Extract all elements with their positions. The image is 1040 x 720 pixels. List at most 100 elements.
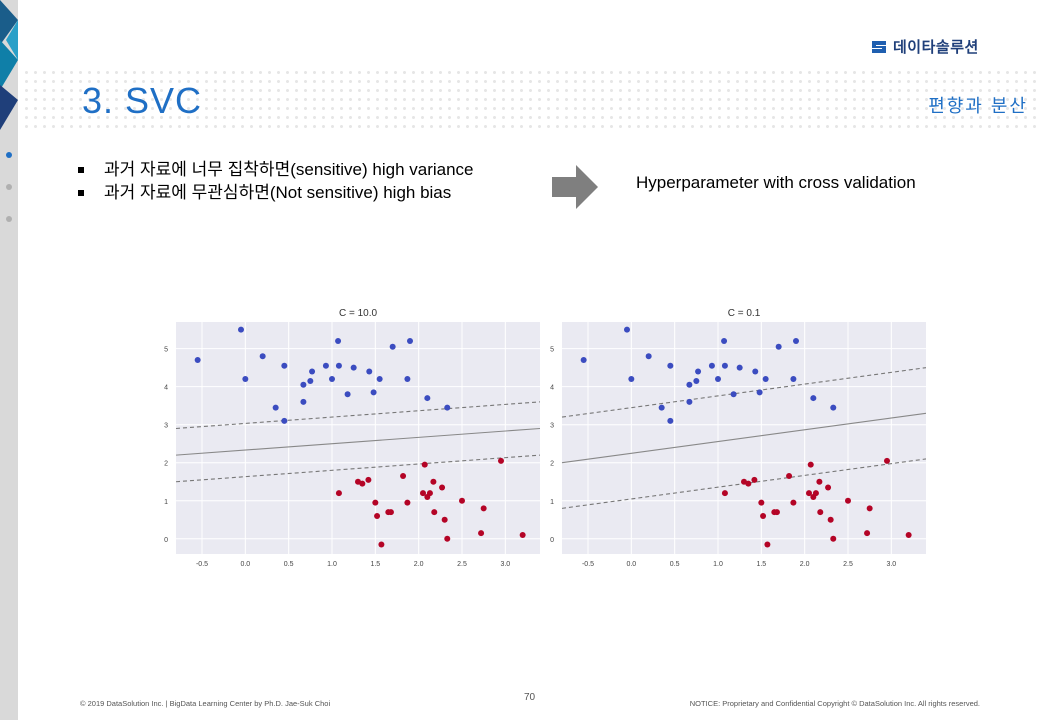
red-data-point <box>806 490 812 497</box>
red-data-point <box>421 461 428 468</box>
bullet-item: 과거 자료에 무관심하면(Not sensitive) high bias <box>78 181 474 204</box>
x-tick-label: 0.0 <box>626 561 636 568</box>
x-tick-label: 1.5 <box>370 561 380 568</box>
nav-dot-active[interactable] <box>6 152 12 158</box>
blue-data-point <box>830 404 837 411</box>
x-tick-label: 0.0 <box>240 561 250 568</box>
red-data-point <box>786 473 793 480</box>
red-data-point <box>478 530 485 537</box>
red-data-point <box>745 480 752 487</box>
blue-data-point <box>404 376 411 383</box>
decorative-triangle-pattern <box>0 0 18 130</box>
chart-title: C = 0.1 <box>728 308 761 319</box>
blue-data-point <box>628 376 635 383</box>
blue-data-point <box>407 338 413 345</box>
square-bullet-icon <box>78 189 84 196</box>
red-data-point <box>866 505 873 512</box>
red-data-point <box>404 499 411 506</box>
bullet-text: 과거 자료에 무관심하면(Not sensitive) high bias <box>104 183 452 202</box>
blue-data-point <box>242 376 249 383</box>
blue-data-point <box>580 357 587 364</box>
y-tick-label: 5 <box>164 347 168 354</box>
red-data-point <box>441 516 448 523</box>
red-data-point <box>773 509 780 516</box>
blue-data-point <box>300 398 307 405</box>
red-data-point <box>764 541 771 548</box>
bullet-text: 과거 자료에 너무 집착하면(sensitive) high variance <box>104 160 474 179</box>
blue-data-point <box>370 389 377 396</box>
x-tick-label: 2.5 <box>457 561 467 568</box>
blue-data-point <box>309 368 316 375</box>
x-tick-label: -0.5 <box>582 561 594 568</box>
section-subtitle: 편향과 분산 <box>928 96 1028 116</box>
company-logo: 데이타솔루션 <box>870 36 979 57</box>
red-data-point <box>816 478 823 485</box>
blue-data-point <box>376 376 383 383</box>
red-data-point <box>519 531 526 538</box>
blue-data-point <box>281 362 288 369</box>
chart-title: C = 10.0 <box>339 308 378 319</box>
blue-data-point <box>752 368 759 375</box>
x-tick-label: 3.0 <box>886 561 896 568</box>
svc-chart-c01: C = 0.1 -0.5 0.0 0.5 1.0 1.5 2.0 2.5 3.0 0 1 2 3 4 5 <box>550 308 926 568</box>
blue-data-point <box>624 326 630 333</box>
blue-data-point <box>350 364 357 371</box>
blue-data-point <box>658 404 665 411</box>
left-sidebar-strip <box>0 0 18 720</box>
x-tick-label: 2.0 <box>800 561 810 568</box>
blue-data-point <box>329 376 335 383</box>
red-data-point <box>760 512 767 519</box>
decision-boundary-line <box>175 427 540 456</box>
red-data-point <box>884 457 890 464</box>
nav-dot[interactable] <box>6 184 12 190</box>
y-tick-label: 0 <box>164 537 168 544</box>
blue-data-point <box>793 338 799 345</box>
y-tick-label: 5 <box>550 347 554 354</box>
x-tick-label: 0.5 <box>670 561 680 568</box>
blue-data-point <box>686 398 693 405</box>
right-arrow-icon <box>552 165 598 209</box>
y-tick-label: 2 <box>550 461 554 468</box>
blue-data-point <box>645 353 652 360</box>
decision-boundary-line <box>561 412 926 464</box>
red-data-point <box>790 499 797 506</box>
blue-data-point <box>300 381 307 388</box>
red-data-point <box>751 476 758 483</box>
margin-upper-line <box>561 367 926 418</box>
red-data-point <box>400 473 407 480</box>
red-data-point <box>845 497 851 504</box>
blue-data-point <box>424 395 431 402</box>
red-data-point <box>431 509 438 516</box>
blue-data-point <box>259 353 266 360</box>
red-data-point <box>480 505 487 512</box>
blue-data-point <box>686 381 693 388</box>
y-tick-label: 3 <box>550 423 554 430</box>
blue-data-point <box>667 417 674 424</box>
x-tick-label: 0.5 <box>284 561 294 568</box>
margin-upper-line <box>175 401 540 430</box>
blue-data-point <box>790 376 797 383</box>
footer-notice: NOTICE: Proprietary and Confidential Cop… <box>689 699 980 708</box>
blue-data-point <box>708 362 715 369</box>
x-tick-label: 1.5 <box>756 561 766 568</box>
y-tick-label: 3 <box>164 423 168 430</box>
red-data-point <box>439 484 446 491</box>
blue-data-point <box>194 357 201 364</box>
red-data-point <box>378 541 385 548</box>
page-number: 70 <box>524 692 536 703</box>
y-tick-label: 4 <box>550 385 554 392</box>
blue-data-point <box>344 391 351 398</box>
red-data-point <box>420 490 426 497</box>
red-data-point <box>817 509 824 516</box>
x-tick-label: 1.0 <box>327 561 337 568</box>
y-tick-label: 1 <box>164 499 168 506</box>
red-data-point <box>807 461 814 468</box>
logo-text: 데이타솔루션 <box>893 39 979 56</box>
blue-data-point <box>721 362 728 369</box>
blue-data-point <box>762 376 769 383</box>
nav-dot[interactable] <box>6 216 12 222</box>
red-data-point <box>335 490 342 497</box>
blue-data-point <box>272 404 279 411</box>
red-data-point <box>830 535 837 542</box>
blue-data-point <box>775 343 782 350</box>
